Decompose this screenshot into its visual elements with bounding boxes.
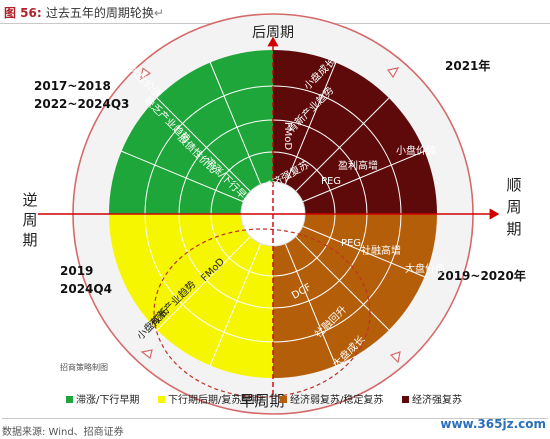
sector-label-maroon-6: FMoD bbox=[282, 122, 293, 150]
sector-label-orange-2: 社融高增 bbox=[361, 244, 401, 257]
sector-label-orange-1: PEG bbox=[341, 238, 361, 249]
legend-swatch-4 bbox=[402, 396, 409, 403]
legend-label-4: 经济强复苏 bbox=[412, 393, 462, 406]
years-q4: 2019~2020年 bbox=[437, 268, 526, 283]
figure-title: 图 56: 过去五年的周期轮换↵ bbox=[4, 4, 164, 21]
years-q2-line2: 2022~2024Q3 bbox=[34, 97, 129, 111]
figure-label: 图 56: bbox=[4, 6, 42, 20]
sector-label-maroon-2: PEG bbox=[321, 176, 341, 187]
legend-label-2: 下行期后期/复苏早期 bbox=[168, 393, 261, 406]
legend: 滞涨/下行早期 下行期后期/复苏早期 经济弱复苏/稳定复苏 经济强复苏 bbox=[66, 393, 462, 406]
sector-label-maroon-5: 小盘价值 bbox=[396, 144, 436, 157]
axis-label-left-1: 逆 bbox=[22, 191, 37, 209]
years-q3-line1: 2019 bbox=[60, 264, 93, 278]
rotation-arrows bbox=[139, 67, 401, 364]
chart-note: 招商策略制图 bbox=[60, 362, 108, 372]
years-q3-line2: 2024Q4 bbox=[60, 282, 112, 296]
years-q2-line1: 2017~2018 bbox=[34, 79, 111, 93]
legend-swatch-3 bbox=[280, 396, 287, 403]
source-text: 数据来源: Wind、招商证券 bbox=[2, 427, 124, 438]
axis-label-bottom: 早周期 bbox=[239, 392, 284, 410]
legend-swatch-2 bbox=[158, 396, 165, 403]
years-q1: 2021年 bbox=[445, 58, 490, 73]
legend-swatch-1 bbox=[66, 396, 73, 403]
legend-label-3: 经济弱复苏/稳定复苏 bbox=[290, 393, 383, 406]
axis-label-right-2: 周 bbox=[506, 198, 521, 216]
axis-label-right-3: 期 bbox=[506, 220, 521, 238]
axis-label-top: 后周期 bbox=[252, 25, 294, 41]
source-line: 数据来源: Wind、招商证券 bbox=[2, 418, 548, 439]
figure-title-text: 过去五年的周期轮换 bbox=[45, 6, 154, 20]
axis-label-right-1: 顺 bbox=[506, 176, 521, 194]
axis-label-left-3: 期 bbox=[22, 231, 37, 249]
sector-label-orange-3: 大盘价值 bbox=[405, 262, 445, 275]
watermark: www.365jz.com bbox=[440, 417, 546, 431]
return-mark: ↵ bbox=[153, 6, 164, 20]
axis-label-left-2: 周 bbox=[22, 211, 37, 229]
legend-label-1: 滞涨/下行早期 bbox=[76, 393, 139, 406]
dashed-ellipse bbox=[153, 228, 371, 398]
sector-label-maroon-1: 盈利高增 bbox=[338, 159, 378, 172]
